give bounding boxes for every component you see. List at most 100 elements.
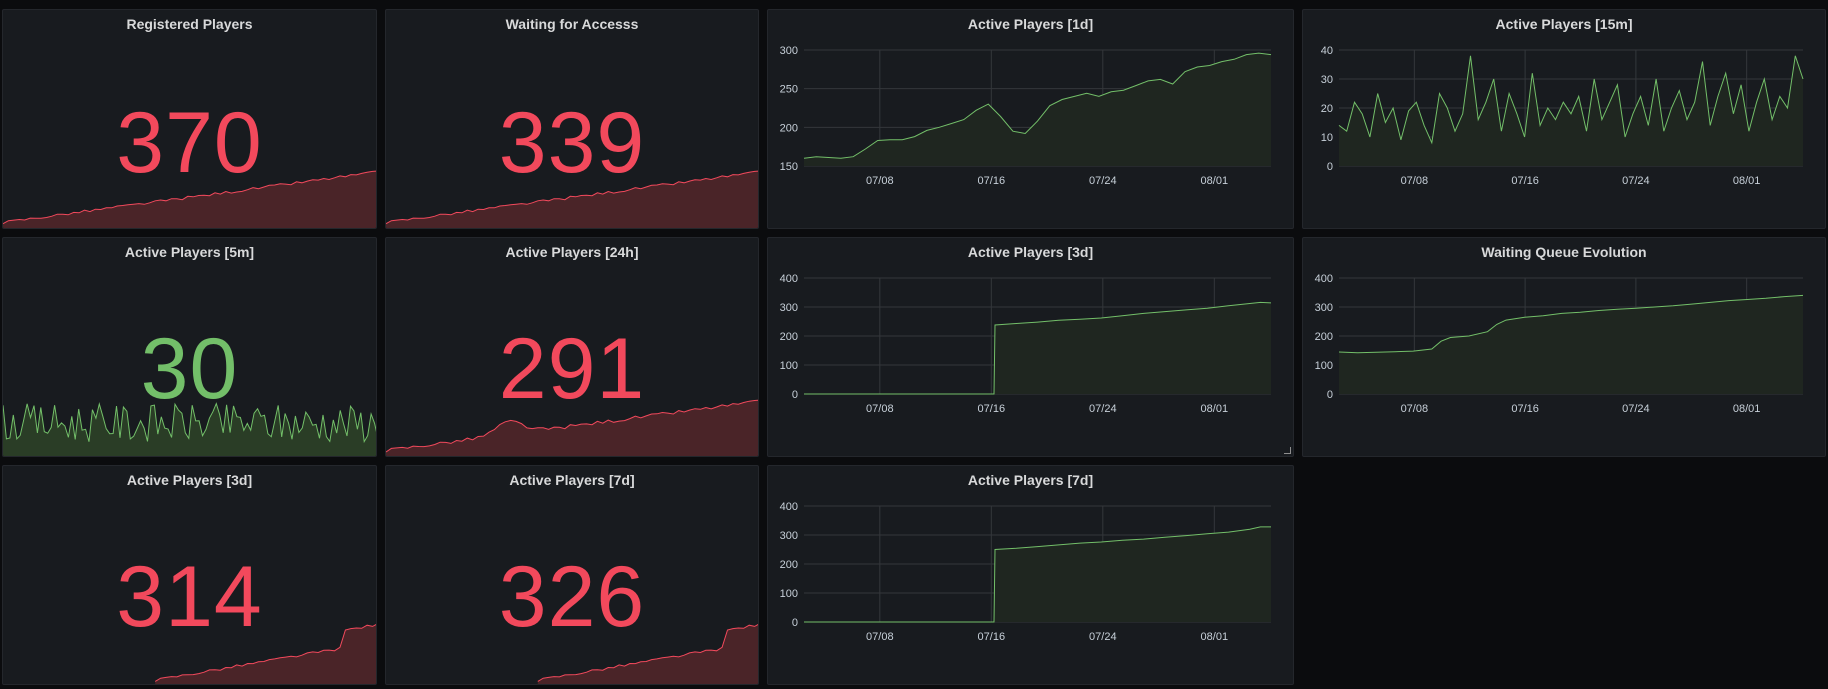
stat-value: 291 bbox=[498, 321, 646, 417]
stat-panel-active-players-3d[interactable]: Active Players [3d] 314 bbox=[2, 465, 377, 685]
sparkline-line bbox=[3, 402, 376, 444]
time-series-graph: 150 200 250 300 07/08 07/16 07/24 08/01 bbox=[780, 45, 1272, 187]
sparkline bbox=[3, 402, 376, 456]
y-tick-label: 400 bbox=[1315, 273, 1333, 285]
x-tick-label: 08/01 bbox=[1201, 175, 1229, 187]
stat-value: 339 bbox=[498, 95, 646, 191]
sparkline-line bbox=[537, 624, 758, 682]
sparkline-line bbox=[386, 170, 758, 225]
y-tick-label: 0 bbox=[792, 389, 798, 401]
y-tick-label: 20 bbox=[1321, 103, 1333, 115]
y-tick-label: 400 bbox=[780, 501, 798, 513]
time-series-graph: 0 10 20 30 40 07/08 07/16 07/24 08/01 bbox=[1321, 45, 1804, 187]
panel-title: Active Players [7d] bbox=[967, 472, 1094, 488]
time-series-graph: 0 100 200 300 400 07/08 07/16 07/24 08/01 bbox=[1315, 273, 1804, 415]
y-tick-label: 0 bbox=[1327, 161, 1333, 173]
y-tick-label: 100 bbox=[780, 360, 798, 372]
y-tick-label: 200 bbox=[780, 331, 798, 343]
stat-panel-registered-players[interactable]: Registered Players 370 bbox=[2, 9, 377, 229]
sparkline-area bbox=[3, 171, 376, 228]
stat-value: 314 bbox=[116, 549, 263, 645]
x-tick-label: 07/08 bbox=[1401, 403, 1429, 415]
sparkline-area bbox=[3, 403, 376, 456]
panel-title: Active Players [24h] bbox=[505, 244, 639, 260]
panel-title: Active Players [5m] bbox=[124, 244, 255, 260]
stat-value: 326 bbox=[498, 549, 646, 645]
y-tick-label: 250 bbox=[780, 84, 798, 96]
resize-handle-icon[interactable] bbox=[1284, 447, 1291, 454]
panel-title: Waiting Queue Evolution bbox=[1481, 244, 1647, 260]
sparkline-area bbox=[155, 624, 376, 684]
series-area bbox=[804, 53, 1271, 166]
x-tick-label: 08/01 bbox=[1201, 403, 1229, 415]
series-line bbox=[1338, 55, 1804, 145]
stat-panel-active-players-24h[interactable]: Active Players [24h] 291 bbox=[385, 237, 759, 457]
y-tick-label: 400 bbox=[780, 273, 798, 285]
sparkline bbox=[537, 624, 758, 684]
y-tick-label: 0 bbox=[792, 617, 798, 629]
x-tick-label: 07/16 bbox=[1511, 403, 1539, 415]
graph-panel-active-players-1d[interactable]: Active Players [1d] 150 200 250 300 07/08 07/… bbox=[767, 9, 1294, 229]
y-tick-label: 300 bbox=[780, 45, 798, 57]
panel-title: Active Players [7d] bbox=[509, 472, 635, 488]
x-tick-label: 07/16 bbox=[978, 175, 1006, 187]
y-tick-label: 0 bbox=[1327, 389, 1333, 401]
panel-title: Waiting for Accesss bbox=[505, 16, 639, 32]
x-tick-label: 07/24 bbox=[1089, 631, 1117, 643]
y-tick-label: 200 bbox=[780, 559, 798, 571]
y-tick-label: 300 bbox=[1315, 302, 1333, 314]
panel-title: Active Players [15m] bbox=[1495, 16, 1633, 32]
y-tick-label: 300 bbox=[780, 530, 798, 542]
x-tick-label: 07/16 bbox=[978, 403, 1006, 415]
panel-title: Active Players [3d] bbox=[126, 472, 253, 488]
sparkline bbox=[3, 170, 376, 228]
sparkline-area bbox=[386, 171, 758, 228]
y-tick-label: 300 bbox=[780, 302, 798, 314]
x-tick-label: 07/08 bbox=[866, 175, 894, 187]
x-tick-label: 08/01 bbox=[1201, 631, 1229, 643]
x-tick-label: 07/16 bbox=[978, 631, 1006, 643]
series-area bbox=[1339, 295, 1803, 394]
sparkline bbox=[386, 170, 758, 228]
stat-panel-active-players-7d[interactable]: Active Players [7d] 326 bbox=[385, 465, 759, 685]
sparkline-line bbox=[3, 170, 376, 225]
sparkline-area bbox=[537, 624, 758, 684]
x-tick-label: 07/08 bbox=[866, 403, 894, 415]
graph-panel-waiting-queue-evolution[interactable]: Waiting Queue Evolution 0 100 200 300 400 07/… bbox=[1302, 237, 1826, 457]
stat-panel-active-players-5m[interactable]: Active Players [5m] 30 bbox=[2, 237, 377, 457]
x-tick-label: 07/24 bbox=[1089, 403, 1117, 415]
y-tick-label: 100 bbox=[1315, 360, 1333, 372]
series-area bbox=[804, 526, 1271, 622]
x-tick-label: 07/08 bbox=[1401, 175, 1429, 187]
x-tick-label: 08/01 bbox=[1733, 403, 1761, 415]
sparkline-line bbox=[386, 399, 758, 453]
x-tick-label: 07/24 bbox=[1089, 175, 1117, 187]
series-line bbox=[804, 526, 1271, 623]
y-tick-label: 10 bbox=[1321, 132, 1333, 144]
stat-panel-waiting-for-access[interactable]: Waiting for Accesss 339 bbox=[385, 9, 759, 229]
x-tick-label: 07/24 bbox=[1622, 403, 1650, 415]
series-line bbox=[804, 301, 1272, 395]
sparkline bbox=[154, 624, 376, 684]
panel-title: Active Players [3d] bbox=[967, 244, 1094, 260]
sparkline-area bbox=[386, 400, 758, 456]
sparkline bbox=[386, 399, 758, 456]
series-line bbox=[803, 52, 1272, 159]
y-tick-label: 200 bbox=[780, 122, 798, 134]
panel-title: Registered Players bbox=[126, 16, 253, 32]
y-tick-label: 200 bbox=[1315, 331, 1333, 343]
stat-value: 370 bbox=[116, 95, 263, 191]
x-tick-label: 08/01 bbox=[1733, 175, 1761, 187]
series-area bbox=[1339, 55, 1803, 166]
time-series-graph: 0 100 200 300 400 07/08 07/16 07/24 08/01 bbox=[780, 501, 1271, 643]
y-tick-label: 100 bbox=[780, 588, 798, 600]
graph-panel-active-players-3d[interactable]: Active Players [3d] 0 100 200 300 400 07/08 07… bbox=[767, 237, 1294, 457]
graph-panel-active-players-15m[interactable]: Active Players [15m] 0 10 20 30 40 07/08 07/16… bbox=[1302, 9, 1826, 229]
graph-panel-active-players-7d[interactable]: Active Players [7d] 0 100 200 300 400 07/08 07… bbox=[767, 465, 1294, 685]
time-series-graph: 0 100 200 300 400 07/08 07/16 07/24 08/01 bbox=[780, 273, 1272, 415]
y-tick-label: 30 bbox=[1321, 74, 1333, 86]
series-area bbox=[804, 302, 1271, 394]
x-tick-label: 07/16 bbox=[1511, 175, 1539, 187]
x-tick-label: 07/08 bbox=[866, 631, 894, 643]
y-tick-label: 40 bbox=[1321, 45, 1333, 57]
